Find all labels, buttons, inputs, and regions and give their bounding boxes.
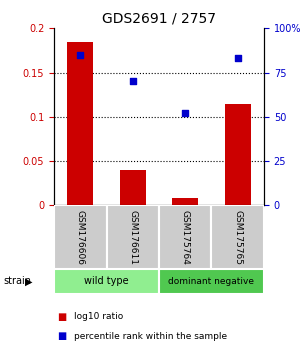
Text: GSM175764: GSM175764 (181, 210, 190, 265)
Point (235, 56, 240, 61)
Point (130, 79, 135, 84)
Bar (120, 170, 146, 205)
Text: strain: strain (3, 276, 31, 286)
Bar (54, 205, 106, 269)
Text: GSM176606: GSM176606 (76, 210, 85, 265)
Text: ▶: ▶ (25, 276, 32, 286)
Title: GDS2691 / 2757: GDS2691 / 2757 (102, 12, 216, 26)
Bar (106, 205, 159, 269)
Bar (225, 104, 251, 205)
Text: ■: ■ (57, 331, 66, 341)
Bar (212, 205, 264, 269)
Bar (172, 198, 198, 205)
Text: GSM175765: GSM175765 (233, 210, 242, 265)
Text: ■: ■ (57, 312, 66, 322)
Bar (159, 205, 211, 269)
Bar (67, 42, 93, 205)
Point (78, 52, 83, 58)
Text: percentile rank within the sample: percentile rank within the sample (74, 332, 226, 341)
Text: GSM176611: GSM176611 (128, 210, 137, 265)
Bar (54, 269, 159, 294)
Point (183, 110, 188, 116)
Text: log10 ratio: log10 ratio (74, 312, 123, 321)
Bar (159, 269, 264, 294)
Text: dominant negative: dominant negative (169, 277, 254, 286)
Text: wild type: wild type (84, 276, 129, 286)
